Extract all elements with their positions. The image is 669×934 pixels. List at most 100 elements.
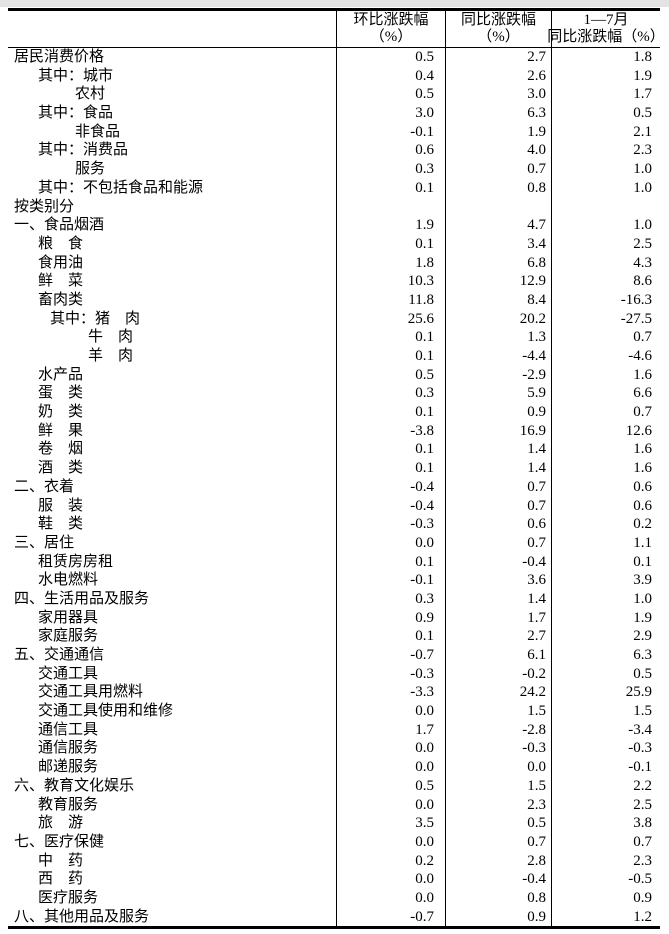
row-label: 中 药 bbox=[8, 851, 337, 871]
table-row: 家庭服务 0.1 2.7 2.9 bbox=[8, 627, 660, 646]
row-label: 家用器具 bbox=[8, 608, 337, 628]
mom-value: 0.5 bbox=[337, 365, 446, 385]
ytd-value: 0.1 bbox=[633, 553, 652, 570]
row-label: 居民消费价格 bbox=[8, 48, 337, 67]
table-row: 其中：食品 3.0 6.3 0.5 bbox=[8, 104, 660, 123]
yoy-value: -2.9 bbox=[446, 365, 552, 385]
mom-value: 0.3 bbox=[337, 384, 446, 404]
table-row: 通信服务 0.0 -0.3 -0.3 bbox=[8, 739, 660, 759]
mom-value: 0.9 bbox=[337, 608, 446, 628]
ytd-value: 12.6 bbox=[625, 422, 652, 439]
yoy-value: 0.0 bbox=[446, 758, 552, 777]
row-label: 家庭服务 bbox=[8, 627, 337, 646]
yoy-value: 5.9 bbox=[446, 384, 552, 404]
ytd-value: 0.7 bbox=[633, 404, 652, 421]
row-label: 二、衣着 bbox=[8, 477, 337, 497]
row-label: 旅 游 bbox=[8, 814, 337, 833]
yoy-value: 1.5 bbox=[446, 776, 552, 796]
ytd-value: 1.6 bbox=[633, 366, 652, 383]
mom-value: 0.1 bbox=[337, 347, 446, 366]
table-row: 教育服务 0.0 2.3 2.5 bbox=[8, 795, 660, 815]
table-row: 家用器具 0.9 1.7 1.9 bbox=[8, 608, 660, 628]
table-row: 租赁房房租 0.1 -0.4 0.1 bbox=[8, 552, 660, 572]
yoy-value: 1.3 bbox=[446, 328, 552, 347]
mom-value: -0.4 bbox=[337, 477, 446, 497]
yoy-value: -0.2 bbox=[446, 664, 552, 684]
mom-value: 0.1 bbox=[337, 440, 446, 460]
row-label: 交通工具用燃料 bbox=[8, 683, 337, 703]
table-row: 西 药 0.0 -0.4 -0.5 bbox=[8, 870, 660, 889]
table-header: 环比涨跌幅 （%） 同比涨跌幅 （%） 1—7月 同比涨跌幅（%） bbox=[8, 11, 665, 48]
ytd-value: -4.6 bbox=[628, 348, 652, 364]
row-label: 七、医疗保健 bbox=[8, 832, 337, 852]
ytd-value: 1.2 bbox=[633, 908, 652, 925]
mom-value: -0.3 bbox=[337, 515, 446, 534]
ytd-value: 0.2 bbox=[633, 516, 652, 533]
mom-value: 0.1 bbox=[337, 328, 446, 347]
yoy-value: 3.0 bbox=[446, 85, 552, 105]
ytd-value: 3.8 bbox=[633, 815, 652, 832]
row-label: 邮递服务 bbox=[8, 758, 337, 777]
ytd-value: 1.7 bbox=[633, 86, 652, 103]
ytd-value: 1.0 bbox=[633, 217, 652, 234]
ytd-value: 6.3 bbox=[633, 647, 652, 663]
table-row: 鲜 果 -3.8 16.9 12.6 bbox=[8, 421, 660, 441]
ytd-value: 1.9 bbox=[633, 609, 652, 626]
ytd-value: -0.3 bbox=[628, 740, 652, 757]
table-row: 医疗服务 0.0 0.8 0.9 bbox=[8, 888, 660, 908]
table-row: 交通工具 -0.3 -0.2 0.5 bbox=[8, 664, 660, 684]
mom-value: -3.3 bbox=[337, 683, 446, 703]
table-row: 五、交通通信 -0.7 6.1 6.3 bbox=[8, 646, 660, 665]
table-row: 非食品 -0.1 1.9 2.1 bbox=[8, 122, 660, 142]
mom-value: 0.6 bbox=[337, 141, 446, 161]
yoy-value: 6.1 bbox=[446, 646, 552, 665]
table-row: 旅 游 3.5 0.5 3.8 bbox=[8, 814, 660, 833]
row-label: 租赁房房租 bbox=[8, 552, 337, 572]
mom-value: 0.0 bbox=[337, 795, 446, 815]
mom-value: 0.4 bbox=[337, 66, 446, 86]
yoy-value: 0.9 bbox=[446, 403, 552, 422]
ytd-value: 1.0 bbox=[633, 590, 652, 607]
table-row: 交通工具使用和维修 0.0 1.5 1.5 bbox=[8, 702, 660, 721]
ytd-value: 2.9 bbox=[633, 628, 652, 645]
row-label: 水电燃料 bbox=[8, 571, 337, 590]
row-label: 粮 食 bbox=[8, 234, 337, 254]
yoy-value: 2.7 bbox=[446, 48, 552, 67]
header-mom-cell: 环比涨跌幅 （%） bbox=[337, 11, 446, 47]
yoy-value: -2.8 bbox=[446, 720, 552, 740]
row-label: 其中：食品 bbox=[8, 104, 337, 123]
yoy-value: 0.6 bbox=[446, 515, 552, 534]
row-label: 食用油 bbox=[8, 253, 337, 273]
mom-value: 0.2 bbox=[337, 851, 446, 871]
row-label: 服 装 bbox=[8, 496, 337, 516]
table-row: 居民消费价格 0.5 2.7 1.8 bbox=[8, 48, 660, 67]
row-label: 卷 烟 bbox=[8, 440, 337, 460]
mom-value: -0.7 bbox=[337, 907, 446, 927]
row-label: 四、生活用品及服务 bbox=[8, 589, 337, 609]
table-row: 卷 烟 0.1 1.4 1.6 bbox=[8, 440, 660, 460]
mom-value: 0.1 bbox=[337, 178, 446, 198]
mom-value: 0.1 bbox=[337, 627, 446, 646]
ytd-value: 6.6 bbox=[633, 385, 652, 402]
yoy-value: 4.7 bbox=[446, 216, 552, 235]
table-row: 其中：城市 0.4 2.6 1.9 bbox=[8, 66, 660, 86]
ytd-value bbox=[552, 198, 660, 217]
row-label: 服务 bbox=[8, 160, 337, 179]
header-ytd-cell: 1—7月 同比涨跌幅（%） bbox=[547, 11, 665, 47]
yoy-value: 6.8 bbox=[446, 253, 552, 273]
ytd-value: 0.5 bbox=[633, 665, 652, 682]
table-body: 居民消费价格 0.5 2.7 1.8 其中：城市 0.4 2.6 1.9 农村 0.5 3.0 1.7… bbox=[8, 48, 660, 927]
table-row: 鞋 类 -0.3 0.6 0.2 bbox=[8, 515, 660, 534]
yoy-value: 8.4 bbox=[446, 290, 552, 310]
row-label: 交通工具 bbox=[8, 664, 337, 684]
mom-value: 0.5 bbox=[337, 48, 446, 67]
yoy-value: 1.9 bbox=[446, 122, 552, 142]
mom-value: -0.1 bbox=[337, 571, 446, 590]
yoy-value: -0.4 bbox=[446, 870, 552, 889]
row-label: 五、交通通信 bbox=[8, 646, 337, 665]
mom-value: -0.3 bbox=[337, 664, 446, 684]
table-row: 牛 肉 0.1 1.3 0.7 bbox=[8, 328, 660, 347]
row-label: 蛋 类 bbox=[8, 384, 337, 404]
table-row: 畜肉类 11.8 8.4 -16.3 bbox=[8, 290, 660, 310]
ytd-value: -0.1 bbox=[628, 759, 652, 776]
